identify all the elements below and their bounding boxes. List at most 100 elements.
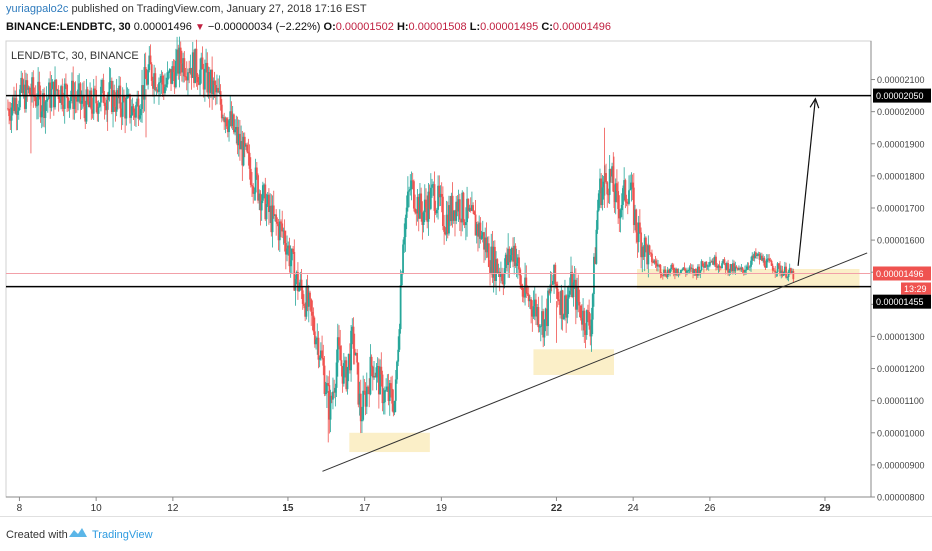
candle-body <box>762 257 765 261</box>
candle-body <box>740 267 743 270</box>
candle-body <box>371 366 374 378</box>
candle-body <box>292 248 294 252</box>
candle-body <box>131 106 134 115</box>
candle-body <box>607 194 610 196</box>
candle-body <box>449 205 452 222</box>
candle-body <box>729 264 732 271</box>
candle-body <box>212 80 215 95</box>
candle-body <box>38 81 41 91</box>
candle-body <box>495 259 497 281</box>
level-price-tag-1: 0.00002050 <box>876 91 924 101</box>
candle-body <box>658 264 661 266</box>
candle-body <box>219 91 222 105</box>
footer: Created with TradingView <box>0 516 932 551</box>
candle-body <box>149 55 152 65</box>
candle-body <box>298 286 301 292</box>
candle-body <box>139 108 142 116</box>
author-link[interactable]: yuriagpalo2c <box>6 3 69 15</box>
candle-body <box>431 184 433 188</box>
candle-body <box>767 258 769 260</box>
candle-body <box>730 264 733 271</box>
candle-body <box>475 224 478 236</box>
candle-body <box>770 260 773 266</box>
candle-body <box>125 97 128 119</box>
candle-body <box>142 85 145 100</box>
candle-body <box>611 166 613 177</box>
candle-body <box>316 337 319 340</box>
candle-body <box>440 193 443 197</box>
candle-body <box>269 205 272 213</box>
price-chart[interactable]: 0.00000800 0.00000900 0.00001000 0.00001100… <box>0 0 932 516</box>
candle-body <box>118 85 120 99</box>
candle-body <box>52 81 55 108</box>
candle-body <box>496 259 499 273</box>
candle-body <box>651 253 653 263</box>
candle-body <box>648 245 651 253</box>
candle-body <box>466 198 468 223</box>
candle-body <box>333 391 336 393</box>
current-price-tag: 0.00001496 <box>876 269 924 279</box>
candle-body <box>109 80 112 83</box>
candle-body <box>509 255 512 263</box>
candle-body <box>165 84 168 88</box>
candle-body <box>483 232 485 250</box>
candle-body <box>556 288 559 300</box>
candle-body <box>137 98 140 119</box>
candle-body <box>187 72 189 81</box>
candle-body <box>698 266 700 275</box>
candle-body <box>788 268 791 272</box>
candle-body <box>700 261 703 271</box>
candle-body <box>11 97 14 108</box>
candle-body <box>487 243 490 267</box>
candle-body <box>90 90 93 110</box>
candle-body <box>422 212 425 225</box>
candle-body <box>489 266 491 273</box>
candle-body <box>263 184 265 186</box>
candle-body <box>473 211 476 215</box>
candle-body <box>657 264 659 267</box>
candle-body <box>414 208 417 213</box>
candle-body <box>707 265 710 267</box>
candle-body <box>718 265 721 268</box>
tradingview-brand[interactable]: TradingView <box>92 529 153 541</box>
candle-body <box>641 246 644 258</box>
candle-body <box>566 298 569 318</box>
candle-body <box>646 245 649 265</box>
candle-body <box>676 268 679 274</box>
candle-body <box>202 69 205 90</box>
candle-body <box>640 232 642 258</box>
candle-body <box>638 222 641 233</box>
low-value: 0.00001495 <box>480 21 539 33</box>
candle-body <box>133 112 136 118</box>
candle-body <box>356 352 359 363</box>
candle-body <box>377 366 380 395</box>
candle-body <box>613 191 616 203</box>
candle-body <box>124 101 127 119</box>
trendline[interactable] <box>322 252 868 472</box>
candle-body <box>129 94 131 118</box>
candle-body <box>711 261 714 263</box>
candle-body <box>735 266 738 268</box>
candle-body <box>525 277 528 294</box>
candle-body <box>261 185 264 201</box>
candle-body <box>654 260 657 264</box>
candle-body <box>544 308 547 320</box>
candle-body <box>62 104 65 109</box>
candle-body <box>205 62 207 69</box>
published-text: published on TradingView.com, January 27… <box>71 3 367 15</box>
candle-body <box>164 87 166 94</box>
candle-body <box>196 77 199 83</box>
candle-body <box>526 293 529 295</box>
candle-body <box>478 222 481 237</box>
candle-body <box>181 63 183 73</box>
target-arrow[interactable] <box>797 98 816 266</box>
candle-body <box>108 82 111 96</box>
candle-body <box>247 151 250 153</box>
candle-body <box>725 263 728 270</box>
candle-body <box>786 277 789 278</box>
candle-body <box>759 255 762 260</box>
candle-body <box>143 67 146 100</box>
candle-body <box>631 182 634 188</box>
candle-body <box>193 52 195 83</box>
candle-body <box>329 395 332 420</box>
